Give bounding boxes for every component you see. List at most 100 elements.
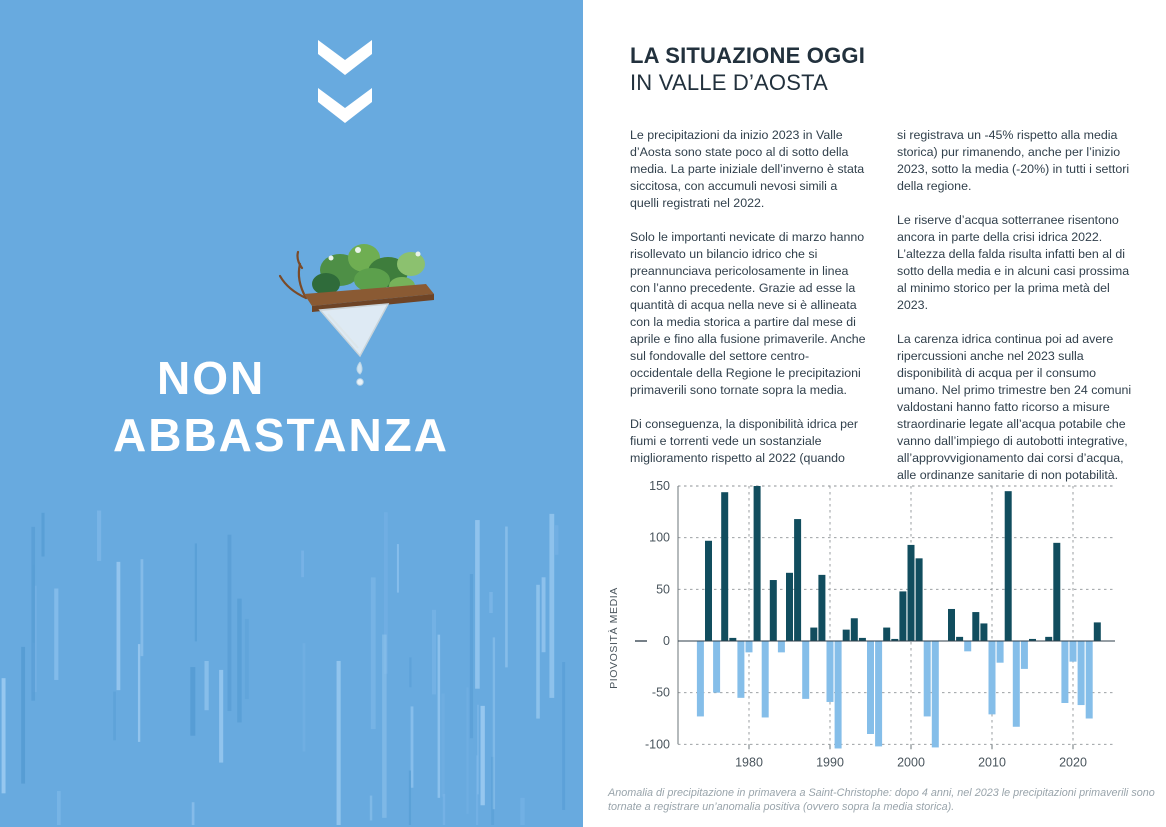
precipitation-anomaly-chart: 1980 1990 2000 2010 2020 150 100 50 0 -50 -100 PIOV… — [600, 478, 1140, 788]
chart-bar-negative — [826, 641, 834, 702]
chart-bar-negative — [1012, 641, 1020, 727]
rain-streak — [190, 667, 196, 736]
rain-streak — [410, 706, 414, 788]
chart-bar-positive — [705, 540, 712, 641]
chart-bar-negative — [964, 641, 972, 652]
rain-streak — [476, 704, 479, 795]
rain-streak — [492, 637, 496, 810]
chart-bar-negative — [713, 641, 721, 693]
paragraph: si registrava un -45% rispetto alla medi… — [897, 128, 1130, 193]
rain-streak — [370, 577, 376, 730]
chart-bar-positive — [818, 574, 826, 641]
rain-streak — [204, 660, 209, 711]
chart-bar-positive — [786, 572, 793, 641]
rain-streak — [466, 687, 469, 814]
chart-bar-positive — [1053, 542, 1061, 641]
rain-streak — [437, 634, 441, 798]
rain-streak — [536, 584, 540, 719]
rain-streak — [237, 598, 242, 723]
chart-bar-positive — [1004, 491, 1012, 641]
chart-bar-positive — [972, 612, 980, 641]
x-axis-tick-label: 2010 — [978, 755, 1006, 769]
rain-streak — [475, 520, 480, 689]
chart-bar-positive — [753, 486, 761, 641]
paragraph: Di conseguenza, la disponibilità idrica … — [630, 417, 858, 465]
rain-streak — [384, 512, 388, 674]
chart-bar-positive — [810, 627, 818, 641]
chart-bar-negative — [875, 641, 883, 747]
page-title: LA SITUAZIONE OGGI IN VALLE D’AOSTA — [630, 42, 865, 96]
chart-bar-positive — [907, 544, 915, 641]
rain-streak — [382, 634, 387, 818]
chart-bar-negative — [1061, 641, 1069, 703]
rain-streak — [116, 561, 121, 691]
rain-streak — [194, 543, 197, 642]
rain-streak — [336, 660, 341, 825]
chart-bar-negative — [1085, 641, 1093, 719]
chart-bar-negative — [988, 641, 996, 715]
chart-bar-negative — [1020, 641, 1028, 669]
rain-streak — [469, 573, 474, 739]
rain-streak — [1, 678, 6, 794]
chart-bar-positive — [899, 591, 907, 641]
rain-streak — [137, 644, 141, 742]
chart-bar-positive — [769, 580, 777, 641]
chart-bar-negative — [923, 641, 931, 717]
y-axis-label: PIOVOSITÀ MEDIA — [607, 587, 620, 689]
chart-bar-negative — [737, 641, 745, 698]
rain-streak — [244, 618, 249, 700]
rain-streak — [491, 756, 495, 825]
rain-streak — [489, 591, 493, 614]
chart-bar-negative — [1069, 641, 1077, 662]
rain-streaks-decoration — [1, 510, 566, 825]
rain-streak — [227, 534, 232, 712]
chart-bar-negative — [1077, 641, 1085, 706]
y-axis-tick-label: 50 — [656, 582, 670, 596]
rain-streak — [54, 588, 59, 680]
chart-bar-positive — [850, 618, 858, 641]
rain-streak — [56, 791, 61, 825]
rain-streak — [97, 510, 102, 561]
x-axis-tick-label: 2000 — [897, 755, 925, 769]
chart-bar-negative — [867, 641, 874, 734]
text-column-2: si registrava un -45% rispetto alla medi… — [897, 127, 1135, 501]
rain-streak — [113, 691, 116, 741]
chart-bar-negative — [761, 641, 769, 718]
chart-bar-negative — [931, 641, 939, 748]
rain-streak — [476, 755, 479, 825]
rain-streak — [431, 609, 437, 695]
chart-bar-positive — [883, 627, 891, 641]
dripping-terrarium-illustration — [278, 244, 434, 386]
y-axis-tick-label: 0 — [663, 634, 670, 648]
rain-streak — [21, 646, 26, 784]
chart-bar-negative — [802, 641, 810, 699]
rain-streak — [140, 559, 144, 657]
chart-bar-negative — [696, 641, 704, 717]
rain-streak — [520, 797, 525, 825]
headline-line-2: ABBASTANZA — [113, 409, 450, 461]
headline-line-1: NON — [157, 352, 266, 404]
chart-bar-positive — [948, 608, 955, 641]
rain-streak — [480, 705, 485, 806]
chart-bar-negative — [745, 641, 753, 653]
chart-bar-positive — [858, 637, 866, 641]
chart-bar-positive — [1093, 622, 1101, 641]
rain-streak — [541, 577, 546, 653]
chart-bar-negative — [996, 641, 1004, 663]
chart-bar-negative — [834, 641, 842, 749]
page-title-line-2: IN VALLE D’AOSTA — [630, 70, 828, 95]
rain-streak — [554, 525, 559, 555]
y-axis-tick-label: 100 — [649, 531, 670, 545]
chart-bar-positive — [729, 637, 737, 641]
paragraph: La carenza idrica continua poi ad avere … — [897, 332, 1132, 482]
paragraph: Le riserve d’acqua sotterranee risentono… — [897, 213, 1130, 312]
rain-streak — [369, 795, 373, 821]
chart-bar-positive — [980, 623, 988, 641]
chart-bar-positive — [915, 558, 923, 641]
page-title-line-1: LA SITUAZIONE OGGI — [630, 43, 866, 68]
rain-streak — [31, 526, 36, 701]
right-panel: LA SITUAZIONE OGGI IN VALLE D’AOSTA Le p… — [583, 0, 1166, 827]
rain-streak — [562, 662, 566, 810]
rain-streak — [442, 793, 446, 825]
